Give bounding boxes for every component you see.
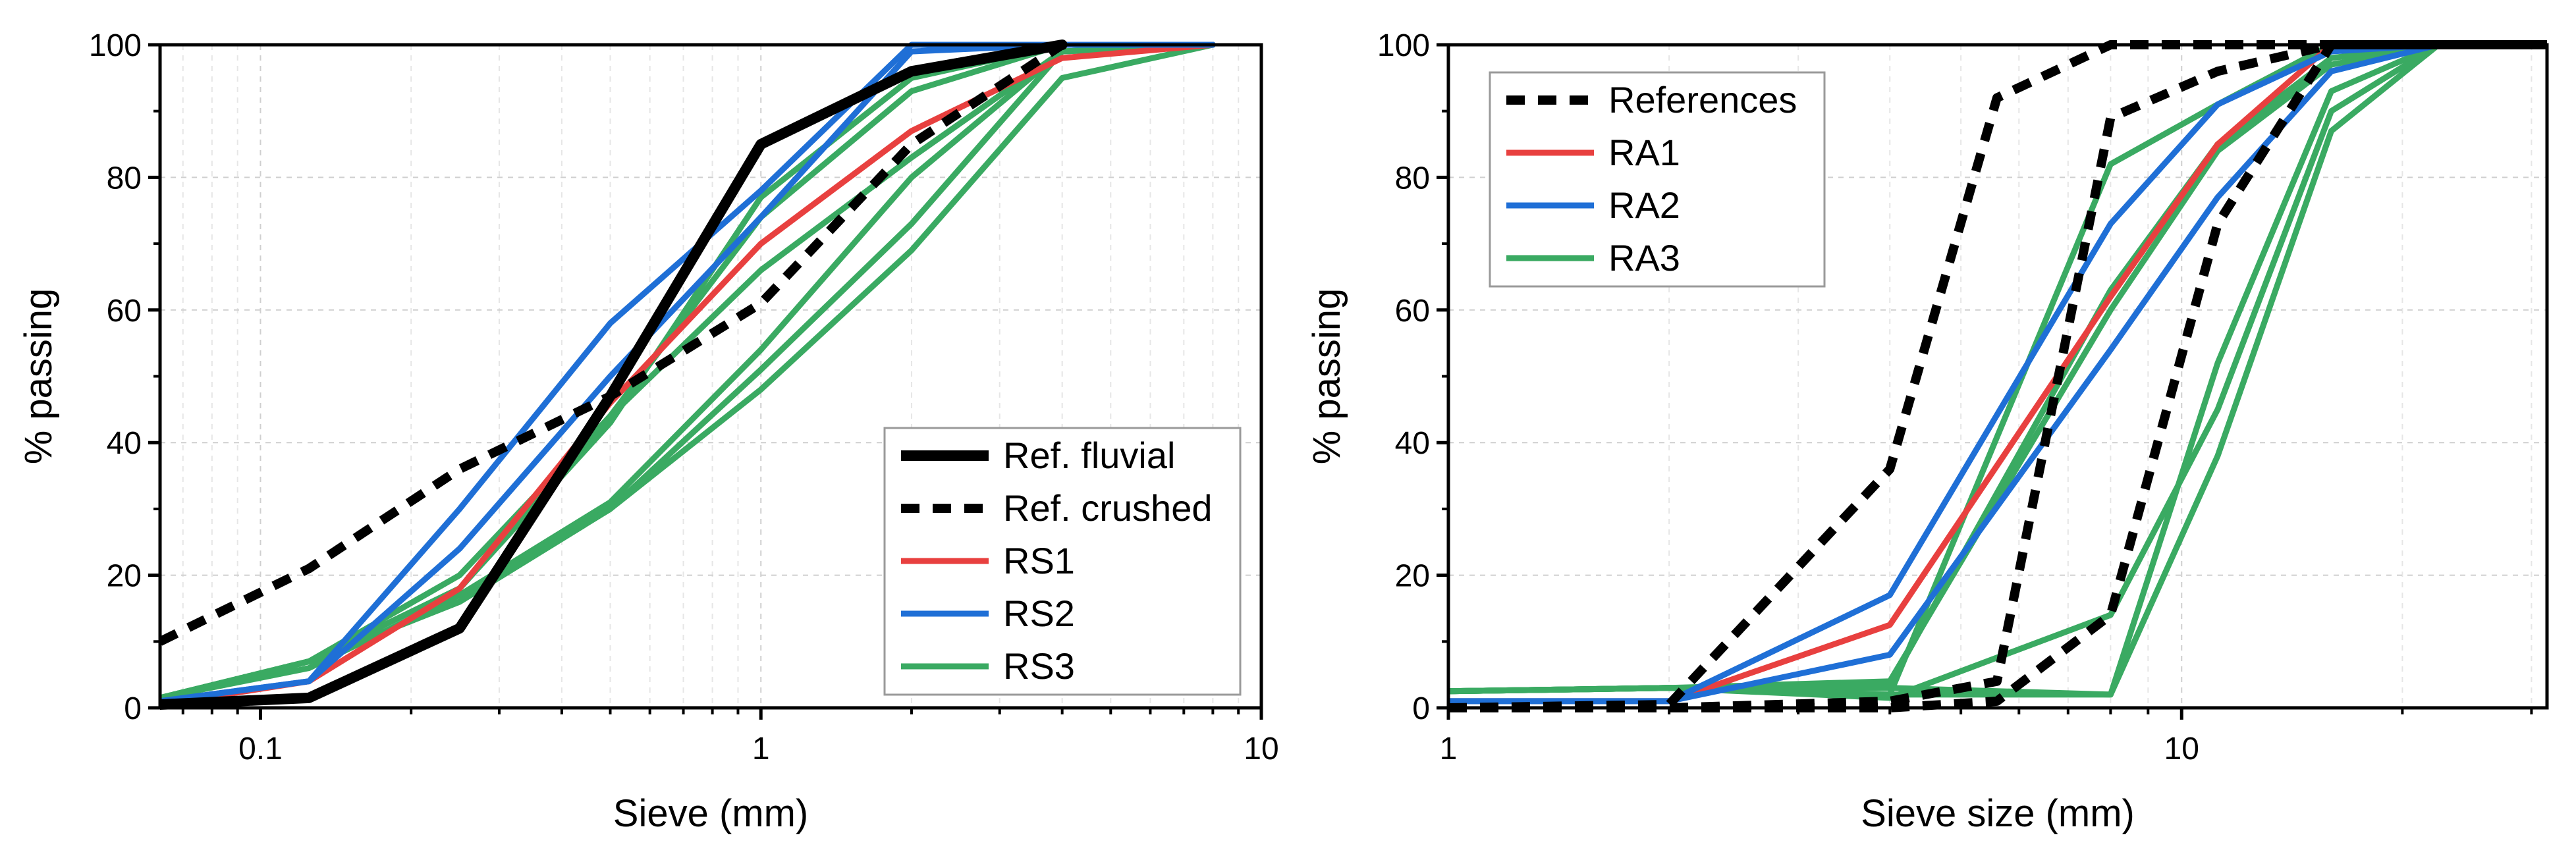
x-tick-label: 1	[752, 732, 770, 766]
y-tick-label: 60	[1395, 294, 1430, 329]
y-tick-label: 0	[124, 691, 142, 726]
y-tick-label: 60	[107, 294, 142, 329]
legend-label-ra3: RA3	[1608, 237, 1680, 279]
y-tick-label: 20	[1395, 559, 1430, 594]
x-axis: 1 10	[1440, 708, 2533, 766]
x-tick-label: 0.1	[238, 732, 283, 766]
x-axis: 0.1 1 10	[181, 708, 1279, 766]
legend-label-ra2: RA2	[1608, 184, 1680, 226]
legend: Ref. fluvial Ref. crushed RS1 RS2 RS3	[883, 427, 1242, 696]
series-line-rs1	[160, 41, 1216, 708]
y-tick-label: 80	[1395, 161, 1430, 196]
y-axis-title: % passing	[17, 288, 60, 465]
legend: References RA1 RA2 RA3	[1489, 71, 1826, 288]
y-tick-label: 80	[107, 161, 142, 196]
y-axis-title: % passing	[1305, 288, 1348, 465]
x-tick-label: 10	[1244, 732, 1278, 766]
x-tick-label: 10	[2164, 732, 2199, 766]
legend-label-rs3: RS3	[1003, 645, 1075, 687]
y-axis: 0 20 40 60 80 100	[1377, 28, 1448, 726]
legend-label-ref-fluvial: Ref. fluvial	[1003, 435, 1175, 476]
x-axis-title: Sieve size (mm)	[1861, 792, 2135, 835]
legend-label-references: References	[1608, 79, 1797, 120]
legend-box	[1489, 71, 1826, 288]
legend-label-ra1: RA1	[1608, 132, 1680, 173]
y-tick-label: 40	[1395, 426, 1430, 461]
legend-label-rs2: RS2	[1003, 593, 1075, 634]
left-chart-sand-grading: 0 20 40 60 80 100 0.1 1 10 Sieve (mm) % passing Ref…	[17, 28, 1279, 835]
x-axis-title: Sieve (mm)	[613, 792, 808, 835]
legend-label-rs1: RS1	[1003, 540, 1075, 581]
legend-label-ref-crushed: Ref. crushed	[1003, 487, 1213, 529]
y-tick-label: 0	[1412, 691, 1430, 726]
x-tick-label: 1	[1440, 732, 1458, 766]
y-tick-label: 40	[107, 426, 142, 461]
series-line-ref-fluvial	[160, 40, 1068, 710]
right-chart-aggregate-grading: 0 20 40 60 80 100 1 10 Sieve size (mm) % passing R…	[1305, 28, 2549, 835]
series-group	[160, 40, 1216, 710]
y-tick-label: 20	[107, 559, 142, 594]
y-tick-label: 100	[1377, 28, 1430, 63]
y-axis: 0 20 40 60 80 100	[89, 28, 160, 726]
y-tick-label: 100	[89, 28, 142, 63]
